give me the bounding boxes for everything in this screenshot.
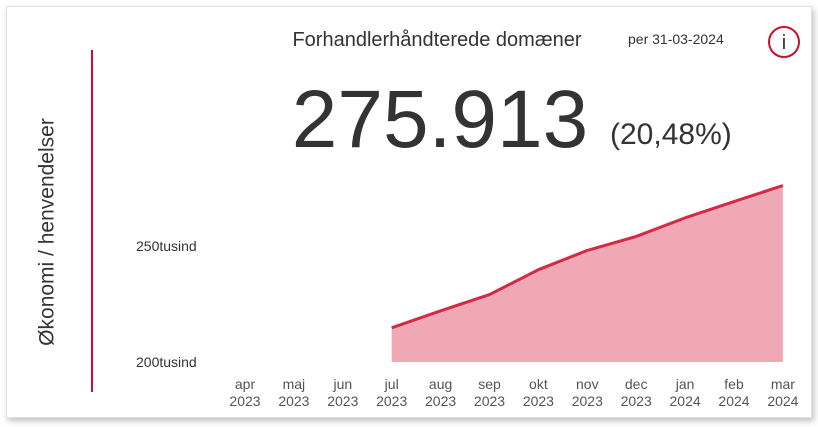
y-tick-label: 250tusind <box>136 238 197 254</box>
info-icon-label[interactable]: i <box>782 32 786 54</box>
area-fill <box>391 185 783 362</box>
info-icon[interactable] <box>768 26 800 58</box>
x-tick-label: nov 2023 <box>571 376 603 409</box>
y-tick-label: 200tusind <box>136 354 197 370</box>
x-tick-label: okt 2023 <box>522 376 554 409</box>
chart-title: Forhandlerhåndterede domæner <box>292 29 581 51</box>
side-label: Økonomi / henvendelser <box>36 118 59 346</box>
area-line <box>391 184 784 330</box>
x-tick-label: jan 2024 <box>669 376 701 409</box>
x-tick-label: dec 2023 <box>620 376 652 409</box>
kpi-change: (20,48%) <box>610 118 732 151</box>
x-tick-label: feb 2024 <box>718 376 750 409</box>
x-tick-label: jun 2023 <box>327 376 359 409</box>
chart-subtitle: per 31-03-2024 <box>628 31 724 47</box>
x-tick-label: jul 2023 <box>376 376 408 409</box>
x-tick-label: sep 2023 <box>473 376 506 409</box>
x-tick-label: aug 2023 <box>425 376 457 409</box>
x-tick-label: mar 2024 <box>767 376 799 409</box>
kpi-value: 275.913 <box>292 74 588 165</box>
x-tick-label: apr 2023 <box>229 376 261 409</box>
x-tick-label: maj 2023 <box>278 376 310 409</box>
